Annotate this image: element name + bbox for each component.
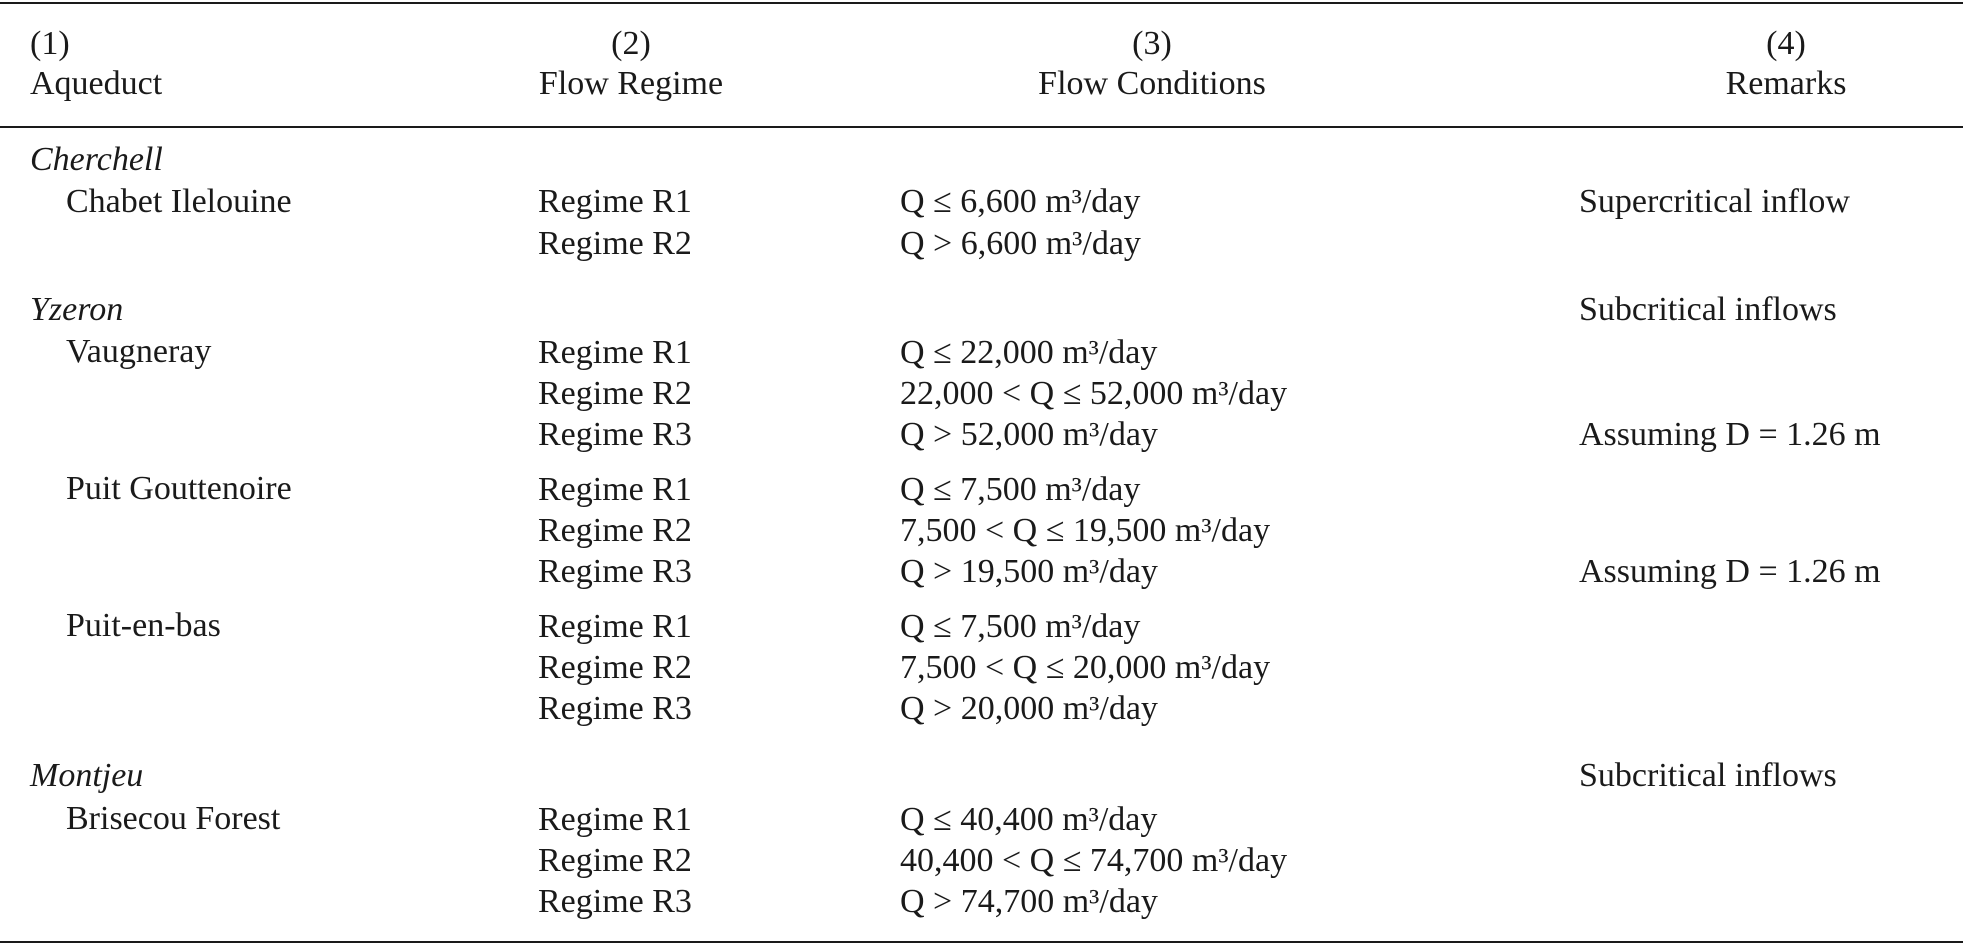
group-name: Yzeron <box>30 291 124 328</box>
condition-cell: Q > 74,700 m³/day <box>900 883 1158 920</box>
aqueduct-name: Puit-en-bas <box>66 607 221 644</box>
regime-cell: Regime R3 <box>538 883 692 920</box>
condition-cell: Q ≤ 7,500 m³/day <box>900 471 1141 508</box>
regime-cell: Regime R2 <box>538 512 692 549</box>
col2-heading: Flow Regime <box>538 65 724 102</box>
condition-cell: 7,500 < Q ≤ 20,000 m³/day <box>900 649 1271 686</box>
col3-number: (3) <box>1132 25 1172 62</box>
condition-cell: 22,000 < Q ≤ 52,000 m³/day <box>900 375 1288 412</box>
regime-cell: Regime R1 <box>538 608 692 645</box>
condition-cell: 7,500 < Q ≤ 19,500 m³/day <box>900 512 1271 549</box>
aqueduct-name: Brisecou Forest <box>66 800 281 837</box>
regime-cell: Regime R1 <box>538 334 692 371</box>
col3-heading: Flow Conditions <box>1038 65 1266 102</box>
condition-cell: Q > 20,000 m³/day <box>900 690 1158 727</box>
condition-cell: Q ≤ 7,500 m³/day <box>900 608 1141 645</box>
table-bottom-rule <box>0 941 1963 943</box>
condition-cell: Q > 52,000 m³/day <box>900 416 1158 453</box>
group-name: Cherchell <box>30 141 163 178</box>
aqueduct-name: Vaugneray <box>66 333 212 370</box>
group-name: Montjeu <box>30 757 144 794</box>
col4-number: (4) <box>1766 25 1806 62</box>
col1-heading: Aqueduct <box>30 65 163 102</box>
remark-cell: Supercritical inflow <box>1579 183 1850 220</box>
table-header-rule <box>0 126 1963 128</box>
condition-cell: Q ≤ 22,000 m³/day <box>900 334 1158 371</box>
regime-cell: Regime R2 <box>538 375 692 412</box>
regime-cell: Regime R3 <box>538 553 692 590</box>
condition-cell: Q > 6,600 m³/day <box>900 225 1141 262</box>
regime-cell: Regime R3 <box>538 690 692 727</box>
aqueduct-name: Puit Gouttenoire <box>66 470 292 507</box>
col4-heading: Remarks <box>1725 65 1847 102</box>
remark-cell: Assuming D = 1.26 m <box>1579 553 1881 590</box>
condition-cell: Q ≤ 40,400 m³/day <box>900 801 1158 838</box>
aqueduct-name: Chabet Ilelouine <box>66 183 292 220</box>
regime-cell: Regime R1 <box>538 183 692 220</box>
regime-cell: Regime R2 <box>538 225 692 262</box>
condition-cell: Q > 19,500 m³/day <box>900 553 1158 590</box>
remark-cell: Assuming D = 1.26 m <box>1579 416 1881 453</box>
condition-cell: 40,400 < Q ≤ 74,700 m³/day <box>900 842 1288 879</box>
group-remark: Subcritical inflows <box>1579 291 1837 328</box>
col1-number: (1) <box>30 25 70 62</box>
regime-cell: Regime R2 <box>538 842 692 879</box>
group-remark: Subcritical inflows <box>1579 757 1837 794</box>
regime-cell: Regime R3 <box>538 416 692 453</box>
condition-cell: Q ≤ 6,600 m³/day <box>900 183 1141 220</box>
regime-cell: Regime R1 <box>538 471 692 508</box>
regime-cell: Regime R2 <box>538 649 692 686</box>
col2-number: (2) <box>611 25 651 62</box>
table-top-rule <box>0 2 1963 4</box>
regime-cell: Regime R1 <box>538 801 692 838</box>
